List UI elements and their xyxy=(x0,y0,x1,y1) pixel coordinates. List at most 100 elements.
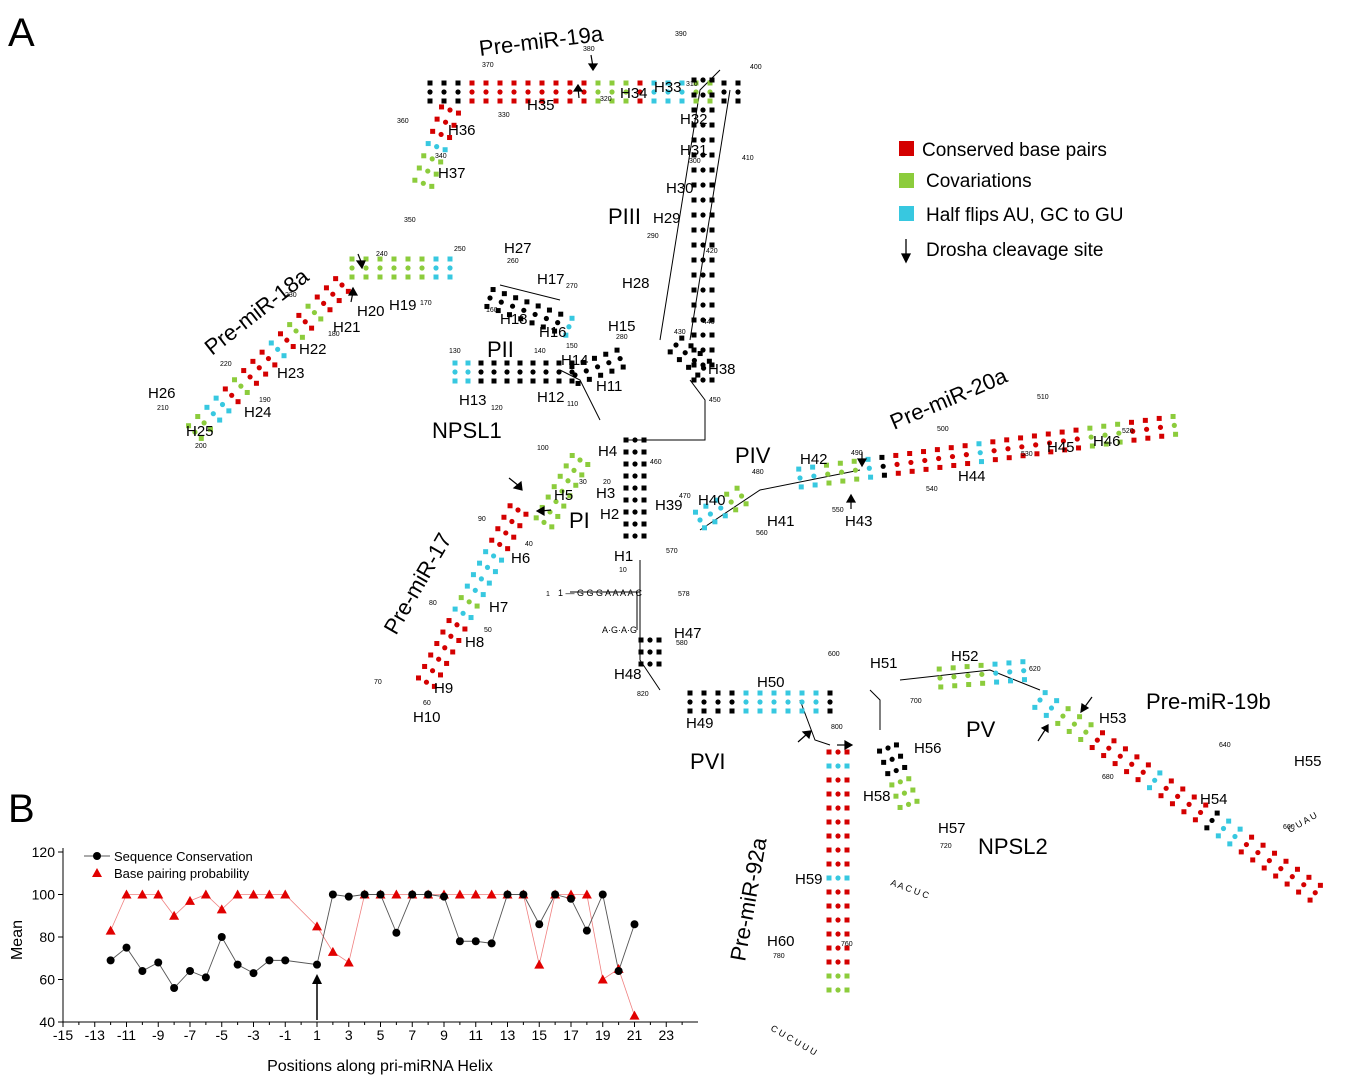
helix-label-h46: H46 xyxy=(1093,433,1121,450)
base-pair-dot xyxy=(965,672,971,679)
base-pair-dot xyxy=(835,819,841,825)
base-pair-dot xyxy=(1048,705,1055,711)
base-pair-dot xyxy=(700,302,706,308)
legend-swatch-covariation xyxy=(899,173,914,188)
nucleotide-mark xyxy=(936,666,942,672)
conservation-point xyxy=(265,956,274,965)
base-pair-dot xyxy=(632,461,638,467)
nucleotide-mark xyxy=(656,661,662,667)
nucleotide-mark xyxy=(213,395,219,401)
nucleotide-mark xyxy=(1214,810,1220,816)
nucleotide-mark xyxy=(729,690,735,696)
nucleotide-mark xyxy=(489,537,495,543)
base-pair-dot xyxy=(797,475,803,481)
legend-marker-conservation xyxy=(93,852,101,860)
helix-label-h13: H13 xyxy=(459,392,487,409)
base-pair-dot xyxy=(210,411,216,417)
nucleotide-mark xyxy=(525,80,531,86)
nucleotide-mark xyxy=(906,776,912,782)
pos-label: 380 xyxy=(583,46,595,53)
pos-label: 210 xyxy=(157,405,169,412)
pos-label: 420 xyxy=(706,248,718,255)
x-tick-label: 15 xyxy=(531,1027,547,1043)
pos-label: 360 xyxy=(397,118,409,125)
pos-label: 160 xyxy=(486,307,498,314)
nucleotide-mark xyxy=(1122,746,1128,752)
nucleotide-mark xyxy=(1032,704,1038,710)
base-pair-dot xyxy=(632,533,638,539)
nucleotide-mark xyxy=(691,152,697,158)
nucleotide-mark xyxy=(483,98,489,104)
base-pair-dot xyxy=(572,372,578,378)
base-pair-dot xyxy=(1094,737,1100,743)
pos-label: 50 xyxy=(484,627,492,634)
nucleotide-mark xyxy=(1089,443,1095,449)
base-pair-dot xyxy=(1209,817,1215,824)
base-pair-dot xyxy=(707,511,713,517)
helix-label-h54: H54 xyxy=(1200,791,1228,808)
helix-label-h19: H19 xyxy=(389,297,417,314)
nucleotide-mark xyxy=(966,682,972,688)
nucleotide-mark xyxy=(569,453,575,458)
x-tick-label: 21 xyxy=(627,1027,643,1043)
nucleotide-mark xyxy=(470,572,476,578)
base-pair-dot xyxy=(632,437,638,443)
drosha-arrow-icon xyxy=(797,730,812,743)
helix-label-h5: H5 xyxy=(554,487,573,504)
pairing-point xyxy=(121,889,132,899)
base-pair-dot xyxy=(811,473,817,479)
nucleotide-mark xyxy=(826,819,832,825)
base-pair-dot xyxy=(583,368,589,374)
base-pair-dot xyxy=(498,299,504,305)
base-pair-dot xyxy=(637,89,643,95)
pairing-point xyxy=(581,889,592,899)
pairing-point xyxy=(105,925,116,935)
pos-label: 150 xyxy=(566,343,578,350)
nucleotide-mark xyxy=(623,98,629,104)
nucleotide-mark xyxy=(844,889,850,895)
nucleotide-mark xyxy=(327,307,333,313)
pairing-point xyxy=(486,889,497,899)
pos-label: 140 xyxy=(534,348,546,355)
base-pair-dot xyxy=(434,144,440,150)
base-pair-dot xyxy=(700,107,706,113)
conservation-point xyxy=(567,894,575,903)
nucleotide-mark xyxy=(1249,834,1255,840)
nucleotide-mark xyxy=(851,458,857,464)
region-label-piv: PIV xyxy=(735,443,771,468)
nucleotide-mark xyxy=(709,347,715,353)
base-pair-dot xyxy=(700,197,706,203)
nucleotide-mark xyxy=(706,358,712,364)
nucleotide-mark xyxy=(557,473,563,479)
nucleotide-mark xyxy=(433,274,439,280)
nucleotide-mark xyxy=(691,227,697,233)
base-pair-dot xyxy=(679,89,685,95)
nucleotide-mark xyxy=(1008,678,1014,684)
pairing-point xyxy=(137,889,148,899)
nucleotide-mark xyxy=(868,474,874,480)
base-pair-dot xyxy=(293,328,299,334)
nucleotide-mark xyxy=(1135,777,1141,783)
base-pair-dot xyxy=(715,699,721,705)
nucleotide-mark xyxy=(1204,825,1210,831)
nucleotide-mark xyxy=(623,485,629,491)
nucleotide-mark xyxy=(1181,809,1187,815)
base-pair-dot xyxy=(566,324,572,330)
region-label-pii: PII xyxy=(487,337,514,362)
nucleotide-mark xyxy=(1294,866,1300,872)
base-pair-dot xyxy=(885,745,891,751)
nucleotide-mark xyxy=(533,515,539,521)
base-pair-dot xyxy=(511,89,517,95)
nucleotide-mark xyxy=(1296,889,1302,895)
base-pair-dot xyxy=(363,265,369,271)
helix-label-h17: H17 xyxy=(537,271,565,288)
nucleotide-mark xyxy=(296,312,302,318)
nucleotide-mark xyxy=(709,272,715,278)
nucleotide-mark xyxy=(709,287,715,293)
pos-label: 1 xyxy=(546,591,550,598)
helix-label-h25: H25 xyxy=(186,423,214,440)
nucleotide-mark xyxy=(948,445,954,451)
base-pair-dot xyxy=(738,493,745,499)
base-pair-dot xyxy=(543,369,549,375)
chart-legend: Sequence Conservation Base pairing proba… xyxy=(84,849,253,881)
